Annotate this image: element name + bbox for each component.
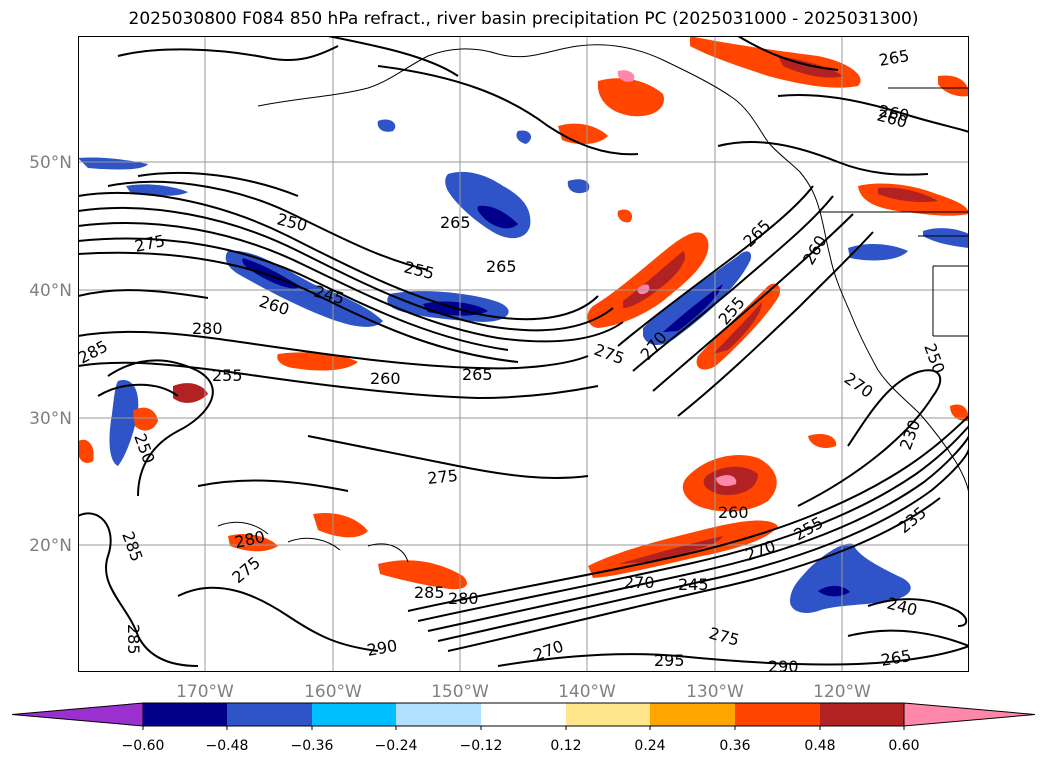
colorbar-segment [650, 703, 735, 726]
lat-label-30: 30°N [29, 409, 72, 429]
colorbar-tick-label: −0.36 [291, 738, 334, 754]
contour-label: 280 [192, 319, 223, 338]
colorbar-tick-label: −0.48 [206, 738, 249, 754]
lon-label-130w: 130°W [686, 682, 744, 702]
contour-label: 295 [654, 651, 685, 670]
colorbar-tick-label: 0.24 [634, 738, 665, 754]
colorbar: −0.60 −0.48 −0.36 −0.24 −0.12 0.12 0.24 … [11, 702, 1036, 754]
map-panel: 250 275 255 245 260 265 280 285 255 260 … [78, 36, 969, 672]
lon-label-160w: 160°W [304, 682, 362, 702]
lat-label-20: 20°N [29, 536, 72, 556]
contour-label: 275 [426, 466, 458, 488]
contour-label: 245 [678, 575, 709, 594]
lat-label-50: 50°N [29, 153, 72, 173]
colorbar-tick-label: −0.12 [460, 738, 503, 754]
graticule [78, 36, 969, 672]
lon-label-140w: 140°W [558, 682, 616, 702]
colorbar-segment [820, 703, 904, 726]
lon-label-170w: 170°W [176, 682, 234, 702]
colorbar-segment [735, 703, 820, 726]
island-outlines [217, 521, 409, 563]
lon-label-150w: 150°W [431, 682, 489, 702]
coastline [257, 36, 969, 497]
contour-label: 265 [462, 365, 493, 384]
colorbar-tick-label: 0.48 [804, 738, 835, 754]
refractivity-contours [78, 36, 969, 667]
colorbar-segment [312, 703, 396, 726]
colorbar-segment [396, 703, 481, 726]
colorbar-tick-label: −0.24 [375, 738, 418, 754]
colorbar-segment [566, 703, 650, 726]
positive-anomaly-fill [78, 36, 969, 590]
colorbar-segment [481, 703, 566, 726]
colorbar-tick-label: 0.12 [550, 738, 581, 754]
contour-label: 255 [212, 366, 243, 385]
colorbar-segments [11, 702, 1036, 730]
figure-title: 2025030800 F084 850 hPa refract., river … [128, 9, 919, 29]
colorbar-tick-label: 0.60 [888, 738, 919, 754]
contour-label: 285 [414, 583, 445, 602]
colorbar-extend-min [11, 702, 144, 727]
colorbar-tick-label: 0.36 [719, 738, 750, 754]
colorbar-extend-max [903, 702, 1036, 727]
colorbar-segment [227, 703, 312, 726]
colorbar-segment [143, 703, 227, 726]
colorbar-outline [142, 702, 905, 727]
lon-label-120w: 120°W [813, 682, 871, 702]
colorbar-ticks: −0.60 −0.48 −0.36 −0.24 −0.12 0.12 0.24 … [122, 738, 920, 754]
contour-label: 265 [486, 257, 517, 276]
contour-label: 260 [370, 369, 401, 388]
contour-label: 285 [124, 624, 143, 655]
contour-label: 290 [768, 657, 799, 672]
contour-label: 265 [440, 213, 471, 232]
contour-label: 280 [448, 589, 479, 608]
lat-label-40: 40°N [29, 281, 72, 301]
contour-label: 260 [718, 503, 749, 522]
colorbar-tick-label: −0.60 [122, 738, 165, 754]
contour-label: 270 [624, 573, 655, 592]
